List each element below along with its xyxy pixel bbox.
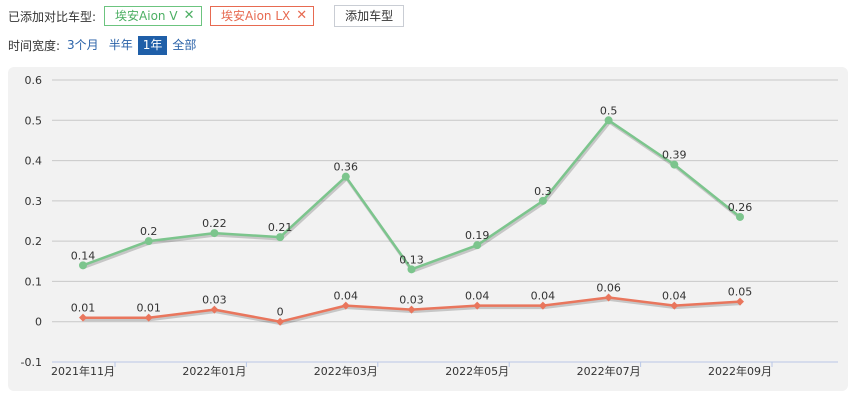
time-option-half-year[interactable]: 半年 (108, 37, 133, 52)
data-point (210, 305, 219, 314)
data-label: 0.19 (465, 229, 490, 242)
y-tick-label: 0.1 (25, 275, 43, 288)
data-label: 0.04 (465, 290, 490, 303)
data-point (144, 313, 153, 322)
chart-area (8, 67, 848, 391)
data-label: 0.21 (268, 221, 293, 234)
data-point (276, 317, 285, 326)
data-label: 0.2 (140, 225, 158, 238)
data-label: 0.03 (399, 294, 424, 307)
y-tick-label: -0.1 (21, 356, 42, 369)
data-label: 0.39 (662, 149, 687, 162)
x-tick-label: 2022年05月 (445, 364, 509, 378)
x-tick-label: 2022年07月 (577, 364, 641, 378)
data-point (341, 301, 350, 310)
data-label: 0.22 (202, 217, 227, 230)
y-tick-label: 0.5 (25, 114, 43, 127)
data-label: 0.13 (399, 253, 424, 266)
data-point (736, 297, 744, 306)
add-model-button[interactable]: 添加车型 (334, 5, 405, 27)
data-label: 0.04 (531, 290, 556, 303)
data-label: 0.01 (136, 302, 161, 315)
data-point (473, 241, 482, 250)
data-point (144, 237, 153, 246)
data-point (670, 301, 679, 310)
time-option-3-months[interactable]: 3个月 (67, 37, 99, 52)
data-label: 0.5 (600, 104, 618, 117)
data-label: 0.01 (71, 302, 96, 315)
data-point (79, 261, 87, 270)
data-point (604, 293, 613, 302)
time-option-1-year[interactable]: 1年 (137, 35, 168, 55)
data-point (538, 301, 547, 310)
y-tick-label: 0.6 (25, 74, 43, 87)
close-icon[interactable]: ✕ (296, 8, 308, 23)
data-label: 0.03 (202, 294, 227, 307)
y-tick-label: 0.4 (25, 155, 43, 168)
time-range-bar: 时间宽度: 3个月 半年 1年 全部 (8, 35, 201, 55)
data-label: 0.06 (596, 282, 621, 295)
data-label: 0.05 (728, 286, 753, 299)
time-range-label: 时间宽度: (8, 38, 61, 53)
model-tag-label: 埃安Aion LX (221, 9, 291, 23)
model-tag-label: 埃安Aion V (115, 9, 178, 23)
data-label: 0.04 (662, 290, 687, 303)
data-label: 0.3 (534, 185, 552, 198)
series-line-shadow (83, 120, 742, 274)
data-point (79, 313, 87, 322)
compare-filter-bar: 已添加对比车型: 埃安Aion V ✕ 埃安Aion LX ✕ 添加车型 (8, 5, 405, 27)
data-label: 0.26 (728, 201, 753, 214)
series-line (82, 119, 741, 271)
data-point (736, 212, 744, 221)
data-point (473, 301, 482, 310)
model-tag-aion-lx[interactable]: 埃安Aion LX ✕ (210, 6, 315, 26)
data-label: 0.36 (334, 161, 359, 174)
data-point (538, 196, 547, 205)
time-option-all[interactable]: 全部 (172, 37, 197, 52)
x-tick-label: 2022年01月 (182, 364, 246, 378)
data-point (341, 172, 350, 181)
x-tick-label: 2022年03月 (314, 364, 378, 378)
data-label: 0 (277, 306, 284, 319)
data-point (276, 233, 285, 242)
x-tick-label: 2021年11月 (51, 364, 115, 378)
data-point (604, 116, 613, 125)
data-label: 0.14 (71, 249, 96, 262)
close-icon[interactable]: ✕ (183, 8, 195, 23)
added-models-label: 已添加对比车型: (8, 9, 97, 24)
y-tick-label: 0 (35, 316, 42, 329)
y-tick-label: 0.2 (25, 235, 43, 248)
model-tag-aion-v[interactable]: 埃安Aion V ✕ (104, 6, 203, 26)
y-tick-label: 0.3 (25, 195, 43, 208)
data-point (407, 305, 416, 314)
data-point (210, 229, 219, 238)
data-point (670, 160, 679, 169)
data-point (407, 265, 416, 274)
data-label: 0.04 (334, 290, 359, 303)
x-tick-label: 2022年09月 (708, 364, 772, 378)
